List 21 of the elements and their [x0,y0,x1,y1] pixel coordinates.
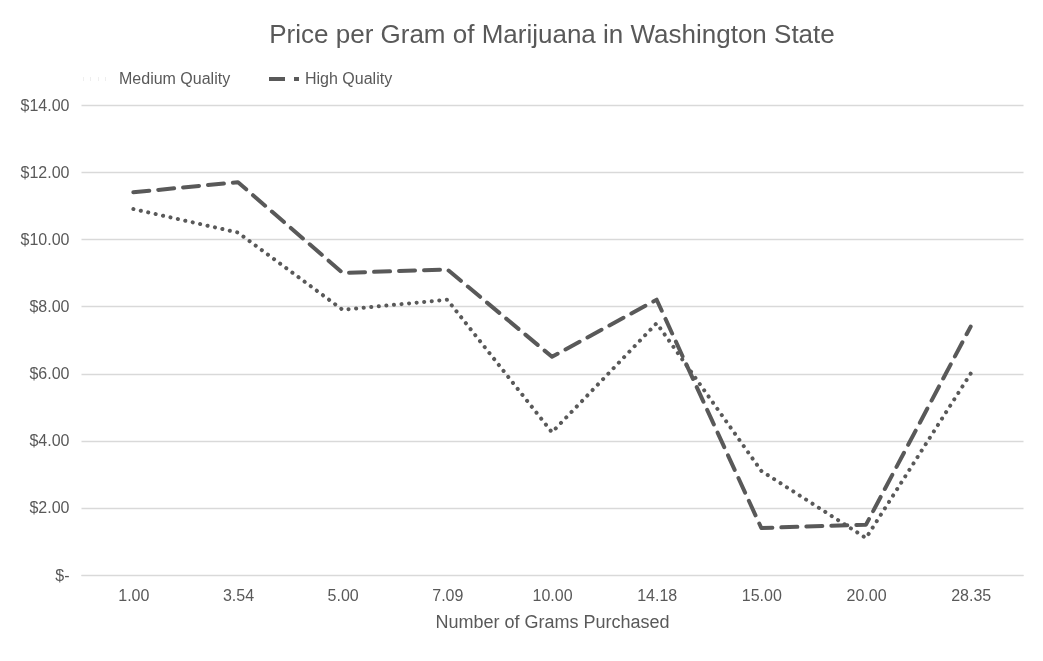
x-tick-label: 5.00 [327,586,359,604]
chart-title: Price per Gram of Marijuana in Washington State [269,19,835,49]
x-axis-title: Number of Grams Purchased [435,611,670,632]
y-tick-label: $2.00 [29,499,70,517]
x-tick-label: 14.18 [637,586,678,604]
y-tick-label: $14.00 [20,96,70,114]
x-tick-label: 3.54 [222,586,255,604]
x-tick-label: 1.00 [118,586,150,604]
x-tick-label: 15.00 [741,586,782,604]
x-tick-label: 28.35 [951,586,992,604]
y-tick-label: $12.00 [20,163,70,181]
x-tick-label: 20.00 [846,586,887,604]
legend-label: High Quality [305,70,393,87]
y-tick-label: $8.00 [29,297,70,315]
legend-label: Medium Quality [119,70,231,87]
y-tick-label: $4.00 [29,432,70,450]
x-tick-label: 10.00 [532,586,573,604]
y-tick-label: $10.00 [20,230,70,248]
y-tick-label: $6.00 [29,365,70,383]
y-tick-label: $- [55,566,70,584]
x-tick-label: 7.09 [432,586,464,604]
